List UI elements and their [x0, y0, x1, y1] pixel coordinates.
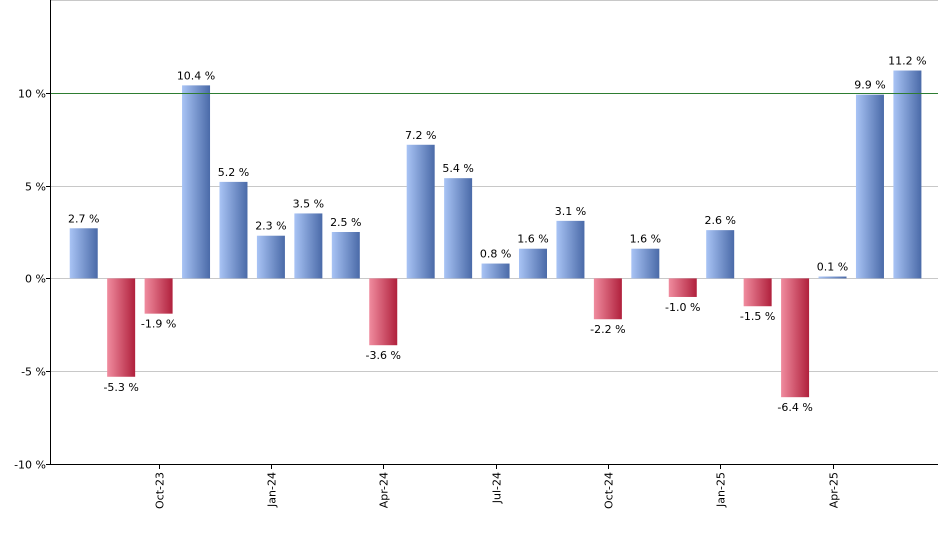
bar: [481, 263, 510, 279]
bar-data-label: 3.5 %: [293, 197, 324, 210]
bar-data-label: -1.0 %: [665, 301, 700, 314]
bar-data-label: 3.1 %: [555, 205, 586, 218]
bar: [331, 232, 360, 279]
x-tick-label: Apr-24: [378, 472, 391, 508]
bar-data-label: 2.7 %: [68, 212, 99, 225]
bar: [444, 178, 473, 279]
bar-data-label: -3.6 %: [366, 349, 401, 362]
bar: [144, 278, 173, 314]
y-tick-label: -10 %: [14, 459, 46, 472]
bar: [556, 220, 585, 279]
x-tick-label: Oct-23: [154, 472, 167, 509]
bar: [406, 144, 435, 279]
bar: [706, 230, 735, 279]
bar: [219, 181, 248, 279]
bar: [593, 278, 622, 320]
bar: [818, 276, 847, 279]
bar: [743, 278, 772, 307]
bar-data-label: 10.4 %: [177, 69, 215, 82]
bar-data-label: 1.6 %: [630, 233, 661, 246]
bar: [781, 278, 810, 398]
bar-data-label: 5.4 %: [442, 162, 473, 175]
bar: [182, 85, 211, 279]
y-tick-label: 10 %: [18, 88, 46, 101]
x-tick-label: Jan-25: [715, 472, 728, 508]
bar-data-label: 0.8 %: [480, 248, 511, 261]
bar-data-label: 2.5 %: [330, 216, 361, 229]
x-tick-label: Apr-25: [828, 472, 841, 508]
bar: [369, 278, 398, 346]
bar-data-label: 11.2 %: [888, 55, 926, 68]
axes-layer: [46, 0, 938, 469]
bar-data-label: 7.2 %: [405, 129, 436, 142]
y-tick-label: -5 %: [21, 366, 46, 379]
bar-data-label: 2.6 %: [704, 214, 735, 227]
bar: [631, 248, 660, 279]
bar-data-label: 1.6 %: [517, 233, 548, 246]
bar: [668, 278, 697, 297]
bar-data-label: 9.9 %: [854, 79, 885, 92]
x-tick-label: Jan-24: [266, 472, 279, 508]
bar: [855, 94, 884, 279]
bar: [519, 248, 547, 279]
bar-data-label: 2.3 %: [255, 220, 286, 233]
x-tick-label: Oct-24: [603, 472, 616, 509]
bar-data-label: -2.2 %: [590, 323, 625, 336]
bar-data-label: -1.5 %: [740, 310, 775, 323]
bars-layer: [69, 70, 922, 398]
bar-data-label: 0.1 %: [817, 261, 848, 274]
bar-data-label: -1.9 %: [141, 318, 176, 331]
x-tick-label: Jul-24: [491, 472, 504, 504]
bar: [893, 70, 922, 279]
bar: [294, 213, 323, 279]
bar-data-label: -5.3 %: [103, 381, 138, 394]
bar-data-label: 5.2 %: [218, 166, 249, 179]
labels-layer: 10 % 5 % 0 % -5 % -10 % 2.7 % -5.3 % -1.9 % 10.4…: [14, 55, 927, 509]
bar: [256, 235, 285, 279]
bar-data-label: -6.4 %: [777, 401, 812, 414]
y-tick-label: 0 %: [25, 273, 46, 286]
bar: [69, 228, 98, 279]
bar: [107, 278, 136, 377]
y-tick-label: 5 %: [25, 181, 46, 194]
